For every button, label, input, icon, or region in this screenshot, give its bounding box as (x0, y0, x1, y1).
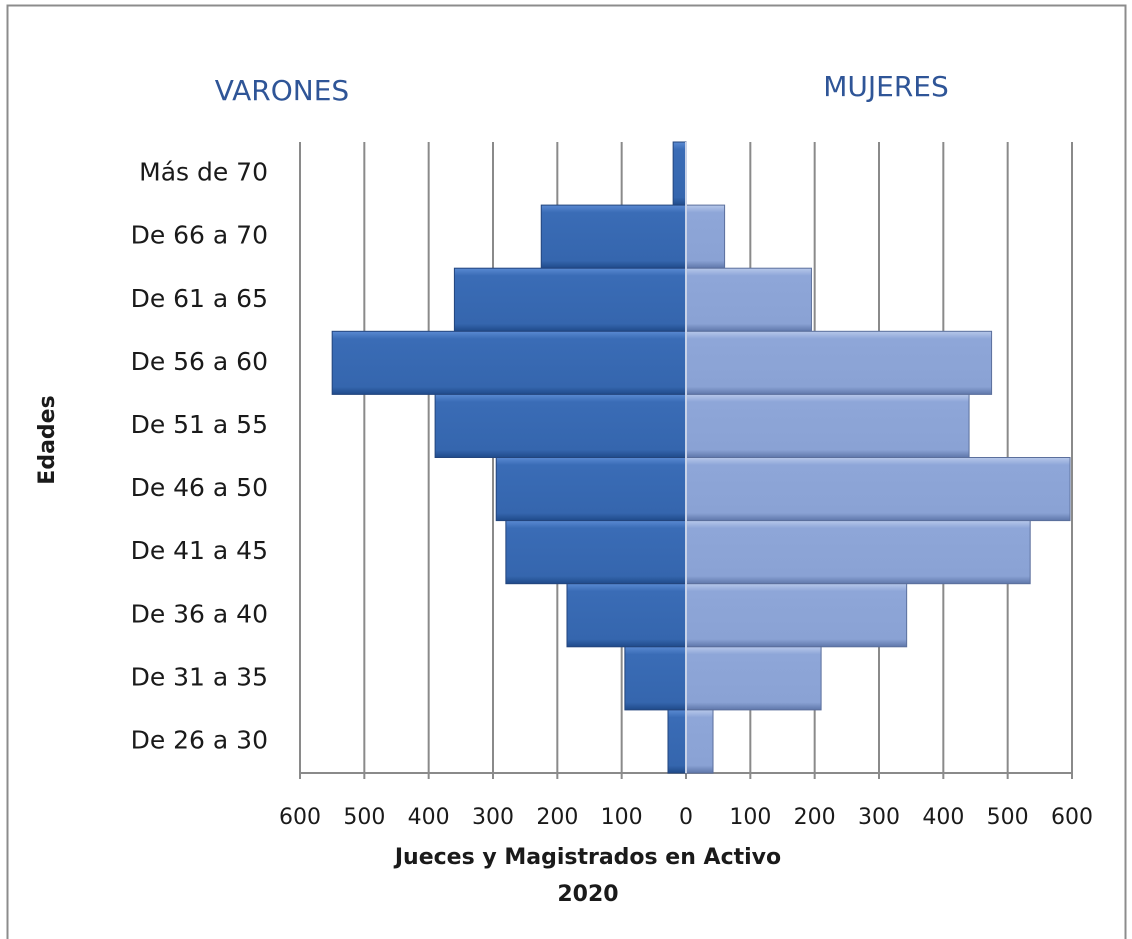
bar (667, 709, 687, 774)
bar (566, 583, 687, 648)
series-header: VARONES (215, 74, 349, 107)
y-tick-label: De 26 a 30 (131, 725, 268, 754)
x-tick-label: 500 (343, 805, 385, 830)
bar (685, 646, 822, 711)
bar (685, 267, 812, 332)
x-tick-label: 100 (729, 805, 771, 830)
x-tick-label: 300 (858, 805, 900, 830)
x-tick-label: 100 (601, 805, 643, 830)
frame (6, 4, 1127, 939)
bar (434, 393, 687, 458)
x-tick-label: 0 (679, 805, 693, 830)
x-tick-label: 300 (472, 805, 514, 830)
series-header: MUJERES (823, 70, 949, 103)
y-tick-label: De 46 a 50 (131, 473, 268, 502)
x-tick-label: 600 (1051, 805, 1093, 830)
y-tick-label: De 66 a 70 (131, 221, 268, 250)
bar (505, 520, 687, 585)
bar (685, 204, 726, 269)
bar (685, 520, 1031, 585)
x-tick-label: 200 (536, 805, 578, 830)
x-tick-label: 500 (987, 805, 1029, 830)
bar (453, 267, 687, 332)
bar (685, 709, 714, 774)
y-tick-label: Más de 70 (139, 158, 268, 187)
y-tick-label: De 61 a 65 (131, 284, 268, 313)
bar (685, 457, 1071, 522)
x-tick-label: 400 (408, 805, 450, 830)
bar (685, 330, 993, 395)
x-axis-label: Jueces y Magistrados en Activo (393, 845, 781, 870)
bar (495, 457, 687, 522)
bar (624, 646, 687, 711)
y-tick-label: De 56 a 60 (131, 347, 268, 376)
bar (331, 330, 687, 395)
y-tick-label: De 41 a 45 (131, 536, 268, 565)
bar (685, 393, 970, 458)
x-tick-label: 600 (279, 805, 321, 830)
y-tick-label: De 51 a 55 (131, 410, 268, 439)
x-tick-label: 400 (922, 805, 964, 830)
bar (672, 141, 687, 206)
y-tick-label: De 31 a 35 (131, 662, 268, 691)
bar (540, 204, 687, 269)
y-tick-label: De 36 a 40 (131, 599, 268, 628)
y-axis-label: Edades (35, 395, 60, 484)
x-axis-label: 2020 (557, 882, 618, 907)
bar (685, 583, 908, 648)
x-tick-label: 200 (794, 805, 836, 830)
